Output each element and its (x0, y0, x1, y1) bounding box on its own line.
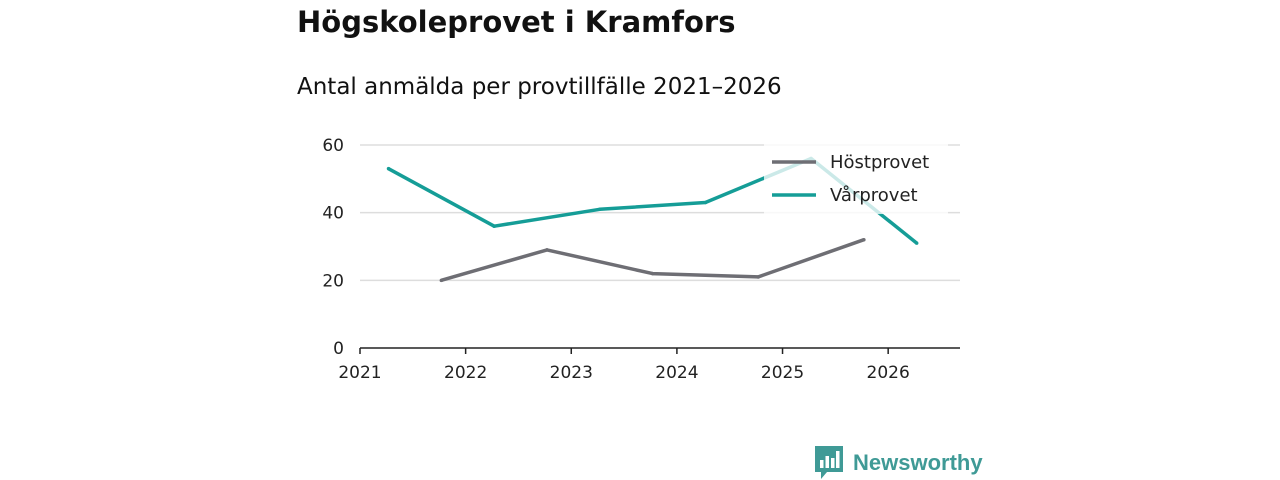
data-point (862, 237, 866, 242)
data-point (439, 278, 444, 283)
x-tick-label: 2024 (655, 363, 698, 383)
x-axis: 2021 2022 2023 2024 2025 2026 (338, 347, 960, 383)
data-point (386, 166, 391, 171)
brand-name: Newsworthy (853, 450, 983, 475)
data-point (914, 241, 919, 245)
chart-subtitle: Antal anmälda per provtillfälle 2021–202… (297, 74, 782, 100)
x-tick-label: 2023 (550, 363, 593, 383)
x-tick-label: 2025 (761, 363, 804, 383)
data-point (598, 207, 602, 212)
y-tick-label: 60 (322, 136, 344, 156)
y-tick-label: 20 (322, 271, 344, 291)
y-tick-label: 0 (333, 339, 344, 359)
data-point (545, 248, 549, 252)
newsworthy-logo-icon (815, 446, 843, 479)
legend-label: Höstprovet (830, 152, 929, 173)
legend-background (764, 140, 948, 214)
legend: Höstprovet Vårprovet (764, 140, 948, 214)
data-point (492, 224, 496, 228)
newsworthy-brand: Newsworthy (815, 446, 983, 480)
x-tick-label: 2022 (444, 363, 487, 383)
data-point (756, 275, 760, 279)
x-tick-label: 2021 (338, 363, 381, 383)
data-point (703, 200, 708, 205)
legend-label: Vårprovet (830, 185, 918, 206)
chart-title: Högskoleprovet i Kramfors (297, 5, 736, 39)
x-tick-label: 2026 (867, 363, 910, 383)
y-tick-label: 40 (322, 204, 344, 224)
data-point (650, 271, 655, 276)
